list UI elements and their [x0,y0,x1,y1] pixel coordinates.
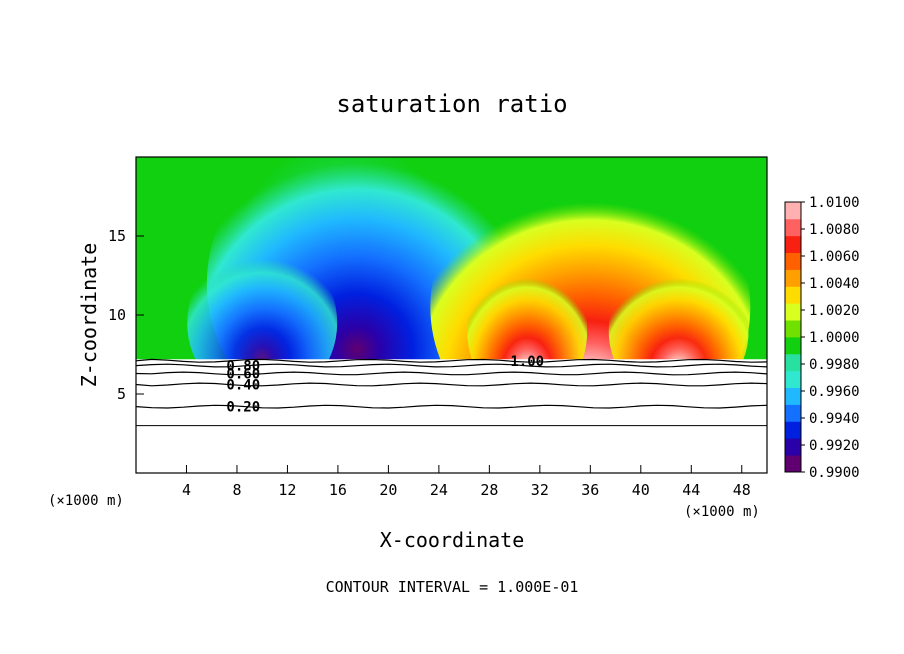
contour-layer [136,358,767,427]
contour-label: 0.20 [226,400,260,416]
contour-label: 0.80 [226,359,260,375]
colorbar-label: 0.9940 [809,411,860,427]
plot-area [136,157,767,473]
x-tick-label: 4 [182,481,191,499]
contour-line [136,382,767,387]
contour-line [136,363,767,368]
colorbar-swatch [785,337,801,355]
colorbar [784,201,802,473]
colorbar-swatch [785,421,801,439]
x-tick-label: 44 [682,481,700,499]
x-axis-title: X-coordinate [380,528,525,552]
contour-line [136,358,767,363]
x-tick-label: 28 [480,481,498,499]
colorbar-swatch [785,235,801,254]
colorbar-swatch [785,370,801,389]
x-tick-label: 8 [232,481,241,499]
x-tick-label: 20 [379,481,397,499]
colorbar-swatch [785,252,801,270]
colorbar-label: 1.0000 [809,330,860,346]
y-axis-ticks: 5 10 15 [108,227,144,403]
colorbar-swatch [785,218,801,237]
colorbar-label: 1.0020 [809,303,860,319]
x-tick-label: 40 [632,481,650,499]
y-tick-label: 5 [117,385,126,403]
x-tick-label: 32 [531,481,549,499]
colorbar-swatch [785,455,801,473]
y-tick-label: 15 [108,227,126,245]
y-tick-label: 10 [108,306,126,324]
colorbar-label: 0.9980 [809,357,860,373]
contour-line [136,371,767,376]
x-tick-label: 16 [329,481,347,499]
colorbar-label: 0.9900 [809,465,860,481]
x-tick-label: 24 [430,481,448,499]
colorbar-swatch [785,202,801,220]
colorbar-swatch [785,387,801,405]
contour-label: 0.40 [226,378,260,394]
colorbar-swatch [785,320,801,338]
x-unit-label-left: (×1000 m) [48,493,124,509]
colorbar-swatch [785,404,801,422]
colorbar-swatch [785,269,801,287]
colorbar-label: 1.0040 [809,276,860,292]
contour-label: 1.00 [510,354,544,370]
colorbar-labels: 1.0100 1.0080 1.0060 1.0040 1.0020 1.0000 0.99… [801,195,860,481]
colorbar-label: 0.9920 [809,438,860,454]
contour-label-layer: 0.20 0.400.600.80 1.00 [226,354,544,416]
contour-interval-note: CONTOUR INTERVAL = 1.000E-01 [326,578,579,596]
x-axis-ticks: 4 8 12 16 20 24 28 32 36 40 44 48 [182,465,751,499]
contour-line [136,404,767,409]
x-tick-label: 36 [581,481,599,499]
colorbar-swatch [785,438,801,456]
colorbar-label: 1.0060 [809,249,860,265]
colorbar-label: 0.9960 [809,384,860,400]
colorbar-label: 1.0080 [809,222,860,238]
x-tick-label: 48 [733,481,751,499]
colorbar-swatch [785,286,801,304]
colorbar-swatch [785,303,801,321]
y-axis-title: Z-coordinate [77,243,101,388]
chart-title: saturation ratio [336,90,567,118]
contour-label: 0.60 [226,366,260,382]
below-cloud-region [136,359,767,473]
x-unit-label-right: (×1000 m) [684,504,760,520]
x-tick-label: 12 [278,481,296,499]
colorbar-label: 1.0100 [809,195,860,211]
colorbar-swatch [785,353,801,372]
